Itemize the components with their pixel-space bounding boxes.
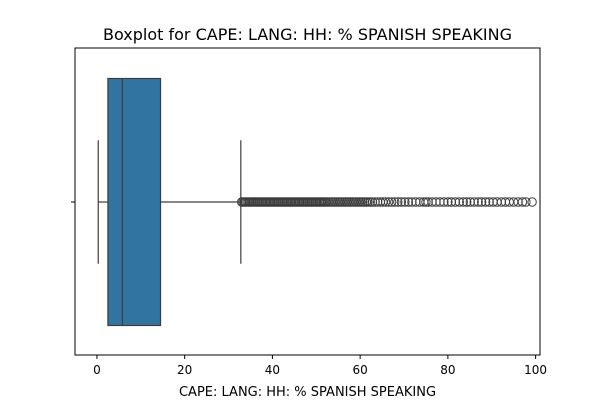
outlier-point [370,197,380,207]
outlier-point [439,197,449,207]
outlier-point [484,197,494,207]
outlier-point [365,197,375,207]
x-tick-label: 40 [265,363,280,377]
outlier-point [496,197,507,207]
outlier-point [396,197,407,207]
outlier-point [435,197,445,207]
outlier-point [387,197,397,207]
outlier-point [443,197,453,207]
outlier-point [446,197,457,207]
outlier-point [400,197,410,207]
outlier-point [458,197,468,207]
outlier-point [383,197,394,207]
outlier-point [521,197,531,207]
x-tick-label: 20 [177,363,192,377]
outlier-point [393,197,403,207]
x-tick-label: 0 [93,363,101,377]
outlier-point [473,197,483,207]
outlier-point [462,197,472,207]
outlier-point [517,197,528,207]
outlier-point [411,197,421,207]
plot-area [97,77,537,327]
outlier-point [403,197,414,207]
outlier-point [465,197,475,207]
outlier-point [380,197,391,207]
outlier-point [427,197,437,207]
outlier-point [423,197,433,207]
iqr-box [107,77,162,327]
outlier-point [480,197,491,207]
x-axis-label: CAPE: LANG: HH: % SPANISH SPEAKING [179,385,436,400]
outlier-point [367,197,378,207]
x-axis-ticks: 0 20 40 60 80 100 [93,355,547,377]
x-tick-label: 60 [353,363,368,377]
chart-title: Boxplot for CAPE: LANG: HH: % SPANISH SP… [103,25,512,44]
outlier-point [363,197,373,207]
outlier-point [450,197,461,207]
outlier-point [454,197,464,207]
outlier-point [469,197,479,207]
outlier-point [476,197,487,207]
x-tick-label: 100 [524,363,547,377]
outlier-point [372,197,383,207]
outlier-point [407,197,417,207]
outlier-point [431,197,441,207]
outlier-point [513,197,523,207]
outlier-point [390,197,400,207]
outlier-point [421,197,431,207]
outlier-point [527,197,537,207]
x-tick-label: 80 [440,363,455,377]
